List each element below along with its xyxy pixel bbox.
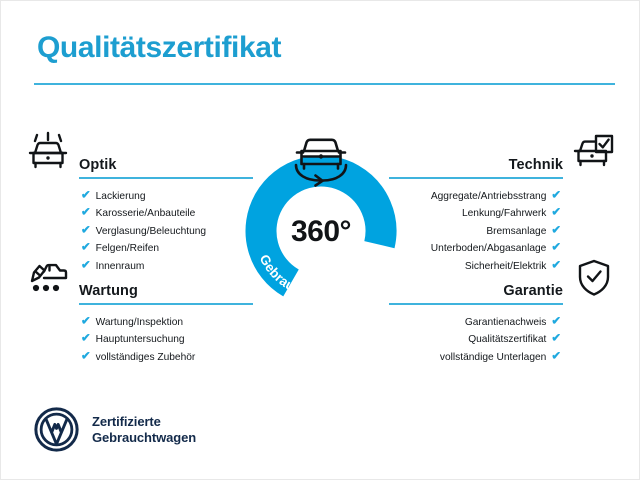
page-title: Qualitätszertifikat (37, 31, 282, 64)
section-wartung-header: Wartung (23, 259, 253, 305)
list-item-label: Hauptuntersuchung (95, 334, 185, 346)
footer-text: Zertifizierte Gebrauchtwagen (92, 414, 196, 446)
list-item-label: Aggregate/Antriebsstrang (430, 191, 547, 202)
list-item: ✔ vollständige Unterlagen (389, 349, 561, 366)
check-icon: ✔ (81, 259, 91, 272)
list-item: ✔ vollständiges Zubehör (81, 349, 253, 366)
check-icon: ✔ (81, 332, 91, 345)
section-wartung-divider (79, 303, 253, 305)
list-item: ✔ Sicherheit/Elektrik (389, 258, 561, 275)
section-garantie-list: ✔ Garantienachweis ✔ Qualitätszertifikat ✔… (389, 305, 619, 366)
list-item-label: Innenraum (95, 260, 145, 272)
list-item-label: Unterboden/Abgasanlage (430, 243, 547, 255)
list-item: ✔ Garantienachweis (389, 314, 561, 331)
footer-line-2: Gebrauchtwagen (92, 429, 197, 445)
list-item: ✔ Lackierung (81, 188, 253, 205)
footer-brand: Zertifizierte Gebrauchtwagen (34, 407, 196, 452)
list-item-label: Bremsanlage (486, 225, 547, 237)
check-icon: ✔ (551, 189, 561, 202)
list-item: ✔ Qualitätszertifikat (389, 331, 561, 348)
section-technik-list: ✔ Aggregate/Antriebsstrang ✔ Lenkung/Fahrw… (389, 179, 619, 275)
check-icon: ✔ (551, 315, 561, 328)
list-item-label: Qualitätszertifikat (468, 334, 547, 346)
section-wartung: Wartung ✔ Wartung/Inspektion ✔ Hauptunters… (23, 259, 253, 366)
shield-check-icon (571, 257, 617, 299)
car-checkbox-icon (571, 131, 617, 173)
list-item: ✔ Karosserie/Anbauteile (81, 205, 253, 222)
section-optik: Optik ✔ Lackierung ✔ Karosserie/Anbauteile… (23, 131, 253, 275)
list-item-label: Lackierung (95, 191, 146, 202)
section-technik-divider (389, 177, 563, 179)
section-optik-divider (79, 177, 253, 179)
list-item: ✔ Felgen/Reifen (81, 240, 253, 257)
check-icon: ✔ (551, 350, 561, 363)
car-shine-icon (25, 131, 71, 173)
list-item-label: Wartung/Inspektion (95, 317, 184, 328)
title-divider (34, 83, 615, 85)
list-item-label: Garantienachweis (464, 317, 547, 328)
check-icon: ✔ (81, 350, 91, 363)
section-optik-header: Optik (23, 131, 253, 179)
list-item-label: Verglasung/Beleuchtung (95, 225, 207, 237)
list-item-label: Felgen/Reifen (95, 243, 160, 255)
360-check-badge: Gebrauchtwagen-Check (234, 123, 408, 315)
section-technik-header: Technik (389, 133, 619, 179)
car-rotate-icon (294, 138, 348, 187)
list-item: ✔ Lenkung/Fahrwerk (389, 205, 561, 222)
list-item-label: Karosserie/Anbauteile (95, 208, 196, 220)
check-icon: ✔ (551, 224, 561, 237)
list-item: ✔ Bremsanlage (389, 223, 561, 240)
list-item: ✔ Hauptuntersuchung (81, 331, 253, 348)
list-item-label: vollständige Unterlagen (439, 351, 547, 363)
list-item-label: Lenkung/Fahrwerk (461, 208, 547, 220)
list-item-label: vollständiges Zubehör (95, 351, 196, 363)
section-garantie-header: Garantie (389, 259, 619, 305)
check-icon: ✔ (551, 332, 561, 345)
list-item: ✔ Wartung/Inspektion (81, 314, 253, 331)
badge-degrees-label: 360° (290, 215, 352, 248)
check-icon: ✔ (81, 189, 91, 202)
list-item: ✔ Unterboden/Abgasanlage (389, 240, 561, 257)
check-icon: ✔ (81, 206, 91, 219)
list-item-label: Sicherheit/Elektrik (464, 260, 547, 272)
check-icon: ✔ (81, 224, 91, 237)
footer-line-1: Zertifizierte (92, 413, 161, 429)
check-icon: ✔ (551, 241, 561, 254)
section-technik: Technik ✔ Aggregate/Antriebsstrang ✔ Lenku… (389, 133, 619, 275)
volkswagen-logo (34, 407, 79, 452)
section-wartung-list: ✔ Wartung/Inspektion ✔ Hauptuntersuchung ✔… (23, 305, 253, 366)
check-icon: ✔ (551, 206, 561, 219)
check-icon: ✔ (551, 259, 561, 272)
section-garantie-title: Garantie (503, 283, 563, 299)
list-item: ✔ Aggregate/Antriebsstrang (389, 188, 561, 205)
badge-ring (245, 155, 397, 307)
section-optik-list: ✔ Lackierung ✔ Karosserie/Anbauteile ✔ Verg… (23, 179, 253, 275)
check-icon: ✔ (81, 241, 91, 254)
section-garantie-divider (389, 303, 563, 305)
pen-car-service-icon (25, 257, 71, 299)
section-technik-title: Technik (508, 157, 563, 173)
list-item: ✔ Innenraum (81, 258, 253, 275)
list-item: ✔ Verglasung/Beleuchtung (81, 223, 253, 240)
section-optik-title: Optik (79, 157, 117, 173)
section-garantie: Garantie ✔ Garantienachweis ✔ Qualitätszer… (389, 259, 619, 366)
section-wartung-title: Wartung (79, 283, 138, 299)
check-icon: ✔ (81, 315, 91, 328)
